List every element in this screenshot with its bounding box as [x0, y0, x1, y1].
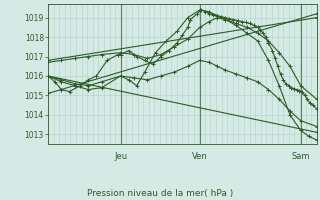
Text: Jeu: Jeu: [114, 152, 127, 161]
Text: Ven: Ven: [192, 152, 208, 161]
Text: Pression niveau de la mer( hPa ): Pression niveau de la mer( hPa ): [87, 189, 233, 198]
Text: Sam: Sam: [292, 152, 310, 161]
